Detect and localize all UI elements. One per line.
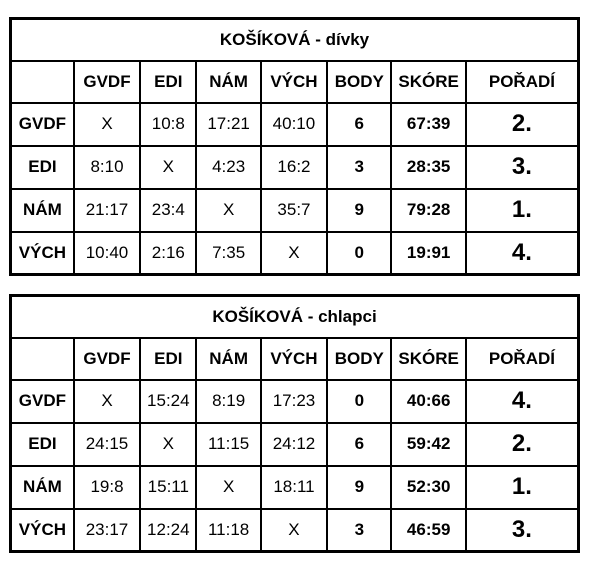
rank-cell: 4. — [464, 378, 580, 424]
result-cell: 12:24 — [139, 507, 198, 553]
score-cell: 67:39 — [390, 101, 467, 147]
row-header: NÁM — [9, 464, 75, 510]
result-cell: X — [195, 464, 262, 510]
table-row: GVDF X 10:8 17:21 40:10 6 67:39 2. — [9, 101, 580, 147]
column-header-nam: NÁM — [195, 336, 262, 381]
table-title: KOŠÍKOVÁ - chlapci — [9, 294, 580, 339]
column-header-vych: VÝCH — [259, 59, 329, 104]
result-cell: 17:23 — [259, 378, 329, 424]
column-header-body: BODY — [326, 59, 393, 104]
result-cell: 8:10 — [72, 144, 142, 190]
result-cell: 19:8 — [72, 464, 142, 510]
header-row: GVDF EDI NÁM VÝCH BODY SKÓRE POŘADÍ — [9, 59, 580, 104]
result-cell: X — [195, 187, 262, 233]
table-row: VÝCH 10:40 2:16 7:35 X 0 19:91 4. — [9, 230, 580, 276]
result-cell: 11:15 — [195, 421, 262, 467]
result-cell: 21:17 — [72, 187, 142, 233]
result-cell: 2:16 — [139, 230, 198, 276]
corner-cell — [9, 59, 75, 104]
row-header: EDI — [9, 144, 75, 190]
rank-cell: 1. — [464, 187, 580, 233]
rank-cell: 4. — [464, 230, 580, 276]
result-cell: 7:35 — [195, 230, 262, 276]
result-cell: 24:12 — [259, 421, 329, 467]
row-header: VÝCH — [9, 507, 75, 553]
score-cell: 59:42 — [390, 421, 467, 467]
result-cell: 4:23 — [195, 144, 262, 190]
column-header-edi: EDI — [139, 336, 198, 381]
rank-cell: 3. — [464, 507, 580, 553]
score-cell: 46:59 — [390, 507, 467, 553]
result-cell: 15:24 — [139, 378, 198, 424]
result-cell: X — [259, 230, 329, 276]
points-cell: 6 — [326, 421, 393, 467]
column-header-gvdf: GVDF — [72, 336, 142, 381]
score-cell: 19:91 — [390, 230, 467, 276]
points-cell: 3 — [326, 507, 393, 553]
column-header-poradi: POŘADÍ — [464, 336, 580, 381]
table-row: NÁM 21:17 23:4 X 35:7 9 79:28 1. — [9, 187, 580, 233]
table-row: GVDF X 15:24 8:19 17:23 0 40:66 4. — [9, 378, 580, 424]
score-cell: 28:35 — [390, 144, 467, 190]
standings-table-boys: KOŠÍKOVÁ - chlapci GVDF EDI NÁM VÝCH BOD… — [9, 294, 580, 553]
result-cell: 18:11 — [259, 464, 329, 510]
points-cell: 0 — [326, 378, 393, 424]
result-cell: X — [72, 378, 142, 424]
column-header-skore: SKÓRE — [390, 59, 467, 104]
result-cell: 35:7 — [259, 187, 329, 233]
result-cell: X — [139, 144, 198, 190]
corner-cell — [9, 336, 75, 381]
points-cell: 9 — [326, 187, 393, 233]
row-header: NÁM — [9, 187, 75, 233]
rank-cell: 2. — [464, 101, 580, 147]
score-cell: 40:66 — [390, 378, 467, 424]
result-cell: 17:21 — [195, 101, 262, 147]
rank-cell: 1. — [464, 464, 580, 510]
row-header: GVDF — [9, 378, 75, 424]
result-cell: 10:8 — [139, 101, 198, 147]
result-cell: 16:2 — [259, 144, 329, 190]
rank-cell: 2. — [464, 421, 580, 467]
score-cell: 79:28 — [390, 187, 467, 233]
table-row: NÁM 19:8 15:11 X 18:11 9 52:30 1. — [9, 464, 580, 510]
column-header-gvdf: GVDF — [72, 59, 142, 104]
column-header-skore: SKÓRE — [390, 336, 467, 381]
column-header-body: BODY — [326, 336, 393, 381]
result-cell: X — [139, 421, 198, 467]
table-title: KOŠÍKOVÁ - dívky — [9, 17, 580, 62]
table-row: EDI 24:15 X 11:15 24:12 6 59:42 2. — [9, 421, 580, 467]
column-header-nam: NÁM — [195, 59, 262, 104]
result-cell: X — [259, 507, 329, 553]
header-row: GVDF EDI NÁM VÝCH BODY SKÓRE POŘADÍ — [9, 336, 580, 381]
result-cell: 10:40 — [72, 230, 142, 276]
result-cell: 8:19 — [195, 378, 262, 424]
score-cell: 52:30 — [390, 464, 467, 510]
result-cell: 15:11 — [139, 464, 198, 510]
standings-table-girls: KOŠÍKOVÁ - dívky GVDF EDI NÁM VÝCH BODY … — [9, 17, 580, 276]
table-row: VÝCH 23:17 12:24 11:18 X 3 46:59 3. — [9, 507, 580, 553]
result-cell: 11:18 — [195, 507, 262, 553]
points-cell: 0 — [326, 230, 393, 276]
table-row: EDI 8:10 X 4:23 16:2 3 28:35 3. — [9, 144, 580, 190]
result-cell: X — [72, 101, 142, 147]
rank-cell: 3. — [464, 144, 580, 190]
column-header-edi: EDI — [139, 59, 198, 104]
points-cell: 3 — [326, 144, 393, 190]
points-cell: 6 — [326, 101, 393, 147]
column-header-poradi: POŘADÍ — [464, 59, 580, 104]
result-cell: 23:17 — [72, 507, 142, 553]
column-header-vych: VÝCH — [259, 336, 329, 381]
row-header: EDI — [9, 421, 75, 467]
result-cell: 23:4 — [139, 187, 198, 233]
row-header: VÝCH — [9, 230, 75, 276]
row-header: GVDF — [9, 101, 75, 147]
points-cell: 9 — [326, 464, 393, 510]
result-cell: 24:15 — [72, 421, 142, 467]
result-cell: 40:10 — [259, 101, 329, 147]
